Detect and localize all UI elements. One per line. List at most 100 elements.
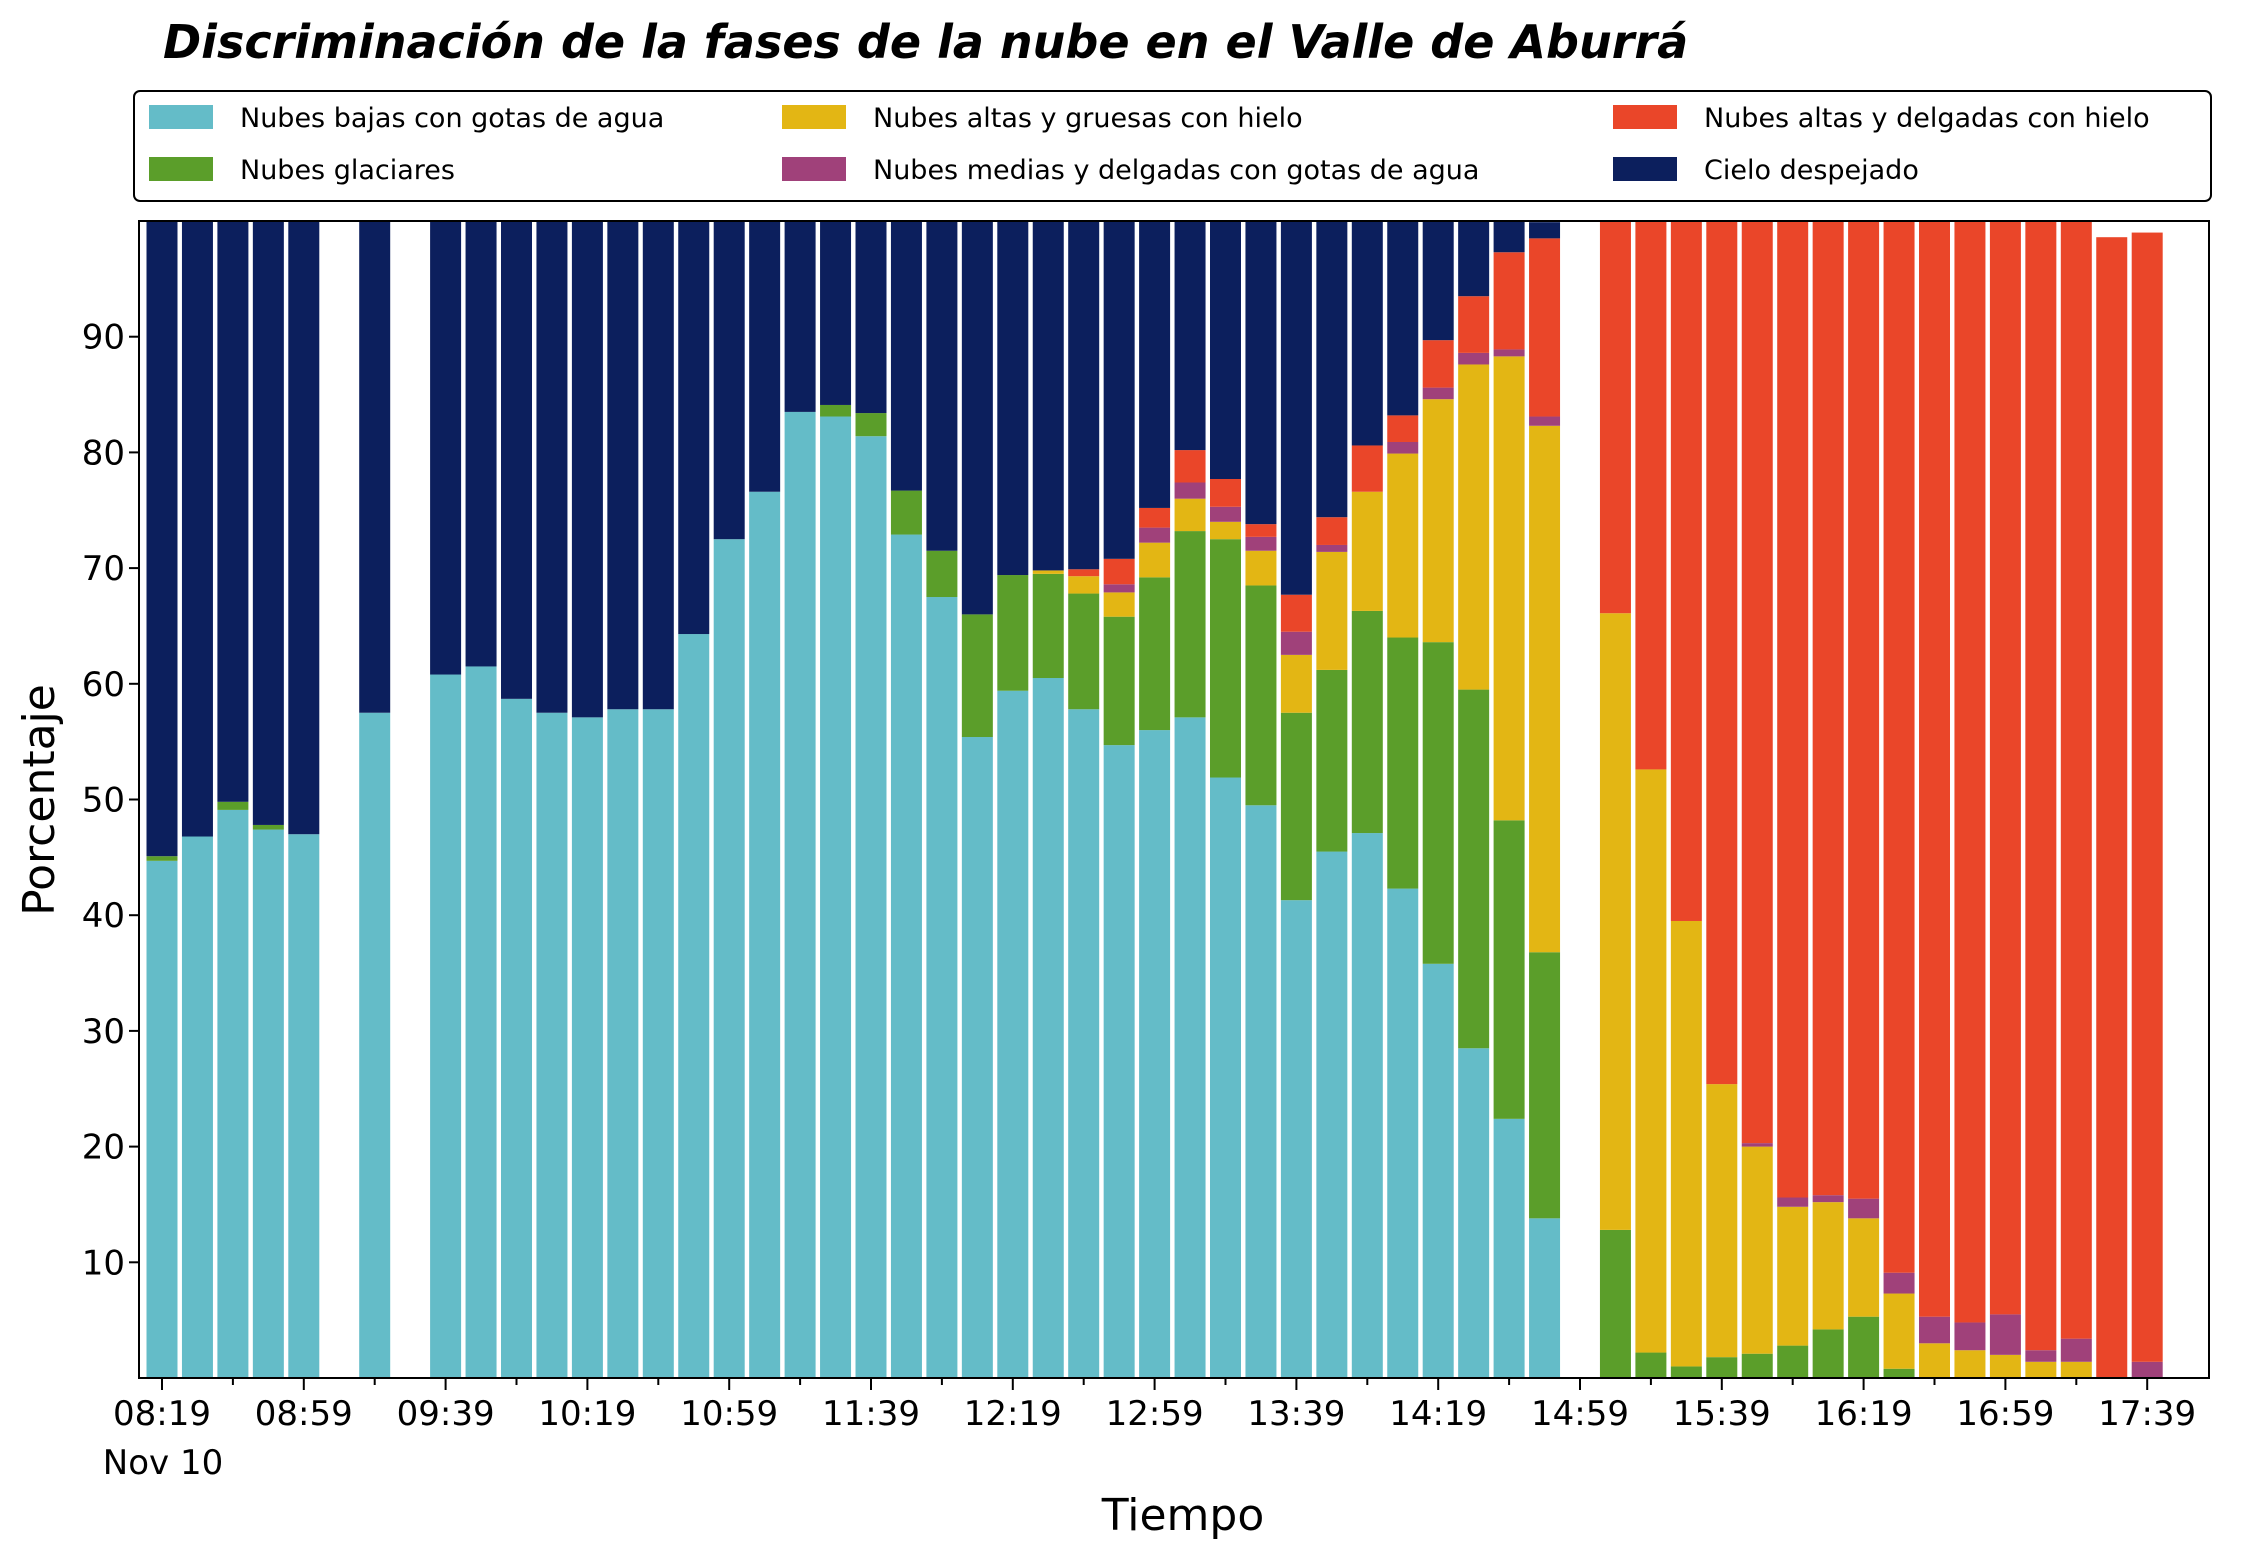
bar-segment-1249-s1 [1103,616,1135,746]
bar-segment-1619-s1 [1848,1316,1880,1378]
bar-segment-1659-s2 [1989,1354,2021,1378]
bar-segment-1429-s5 [1458,221,1490,297]
bar-segment-1059-s5 [713,221,745,540]
legend-swatch [1613,157,1677,181]
bar-segment-1549-s3 [1741,1143,1773,1147]
x-tick-label: 14:59 [1531,1394,1629,1434]
bar-segment-1309-s2 [1174,498,1206,532]
bar-segment-1449-s1 [1529,952,1561,1219]
bar-segment-0859-s0 [288,834,320,1378]
bar-segment-0919-s5 [359,221,391,713]
bar-segment-1239-s4 [1068,569,1100,577]
bar-segment-1409-s1 [1387,637,1419,889]
bar-segment-1629-s3 [1883,1272,1915,1294]
x-tick-label: 13:39 [1247,1394,1345,1434]
bar-segment-0839-s1 [217,801,249,810]
bar-segment-1139-s5 [855,221,887,414]
bar-segment-1439-s2 [1493,356,1525,821]
bar-segment-1409-s5 [1387,221,1419,416]
bar-segment-1649-s4 [1954,221,1986,1323]
bar-segment-1609-s3 [1812,1195,1844,1203]
bar-segment-1649-s2 [1954,1350,1986,1378]
bar-segment-1449-s4 [1529,238,1561,417]
bar-segment-1419-s3 [1422,387,1454,400]
bar-segment-1549-s1 [1741,1353,1773,1378]
bar-segment-1529-s1 [1670,1366,1702,1378]
legend-swatch [1613,105,1677,129]
legend: Nubes bajas con gotas de agua Nubes glaci… [133,90,2212,202]
bar-segment-0949-s0 [465,666,497,1378]
bar-segment-1139-s1 [855,413,887,437]
bar-segment-1739-s4 [2131,232,2163,1362]
bar-segment-1239-s0 [1068,709,1100,1378]
bar-segment-1249-s2 [1103,592,1135,617]
bar-segment-1309-s5 [1174,221,1206,451]
bar-segment-1239-s2 [1068,576,1100,594]
bar-segment-1309-s1 [1174,531,1206,718]
bar-segment-1329-s2 [1245,550,1277,586]
bar-segment-1209-s0 [961,737,993,1378]
bar-segment-1319-s5 [1210,221,1241,480]
x-tick-label: 11:39 [822,1394,920,1434]
legend-swatch [149,157,213,181]
bar-segment-1339-s3 [1280,631,1312,655]
bar-segment-1239-s5 [1068,221,1100,570]
bar-segment-1009-s5 [536,221,568,713]
x-tick-label: 17:39 [2098,1394,2196,1434]
bar-segment-1149-s1 [890,490,922,535]
x-tick-label: 14:19 [1389,1394,1487,1434]
bar-segment-1429-s2 [1458,364,1490,690]
bar-segment-0839-s5 [217,221,249,802]
legend-entry: Cielo despejado [1704,155,1919,186]
bar-segment-1329-s1 [1245,585,1277,806]
bar-segment-1049-s5 [678,221,710,635]
bar-segment-0939-s5 [430,221,462,675]
bar-segment-1509-s4 [1599,221,1631,614]
y-axis: 10 20 30 40 50 60 70 80 90 [82,318,139,1283]
legend-entry: Nubes altas y gruesas con hielo [873,103,1303,134]
bar-segment-1109-s5 [749,221,781,492]
bar-segment-1449-s2 [1529,425,1561,953]
bar-segment-1039-s5 [642,221,674,710]
bar-segment-1449-s5 [1529,222,1561,239]
bar-segment-1009-s0 [536,712,568,1378]
bar-segment-1349-s4 [1316,517,1348,545]
bar-segment-0829-s0 [181,836,213,1378]
bar-segment-1259-s3 [1139,527,1171,543]
bar-segment-1419-s5 [1422,221,1454,341]
bar-segment-1239-s1 [1068,593,1100,710]
bar-segment-0859-s5 [288,221,320,835]
bar-segment-1259-s2 [1139,542,1171,578]
bar-segment-1219-s1 [997,575,1029,691]
bar-segment-1449-s3 [1529,416,1561,426]
bar-segment-1539-s4 [1706,221,1738,1085]
bar-segment-1739-s3 [2131,1361,2163,1378]
bar-segment-1219-s0 [997,690,1029,1378]
bar-segment-1609-s4 [1812,221,1844,1196]
bar-segment-1049-s0 [678,634,710,1378]
bar-segment-1409-s3 [1387,441,1419,454]
x-axis: 08:19 08:59 09:39 10:19 10:59 11:39 12:19 12:59… [113,1378,2196,1434]
y-tick-label: 20 [82,1128,125,1168]
bar-segment-1319-s1 [1210,539,1241,778]
bar-segment-1029-s5 [607,221,639,710]
x-axis-label: Tiempo [1101,1490,1265,1541]
bar-segment-1729-s4 [2096,237,2128,1379]
bar-segment-1209-s1 [961,614,993,738]
bar-segment-1219-s5 [997,221,1029,576]
bar-segment-1019-s0 [571,717,603,1378]
bar-segment-1209-s5 [961,221,993,615]
bar-segment-1329-s4 [1245,524,1277,537]
legend-swatch [782,105,846,129]
bar-segment-1129-s1 [820,404,852,417]
legend-entry: Nubes altas y delgadas con hielo [1704,103,2150,134]
y-axis-label: Porcentaje [14,684,65,916]
bar-segment-1529-s2 [1670,920,1702,1367]
bar-segment-1249-s5 [1103,221,1135,559]
bar-segment-1409-s4 [1387,415,1419,442]
bar-segment-1639-s4 [1919,221,1950,1317]
bar-segment-1249-s0 [1103,745,1135,1378]
bar-segment-1329-s0 [1245,805,1277,1378]
bar-segment-1349-s2 [1316,551,1348,670]
legend-entry: Nubes bajas con gotas de agua [240,103,664,134]
